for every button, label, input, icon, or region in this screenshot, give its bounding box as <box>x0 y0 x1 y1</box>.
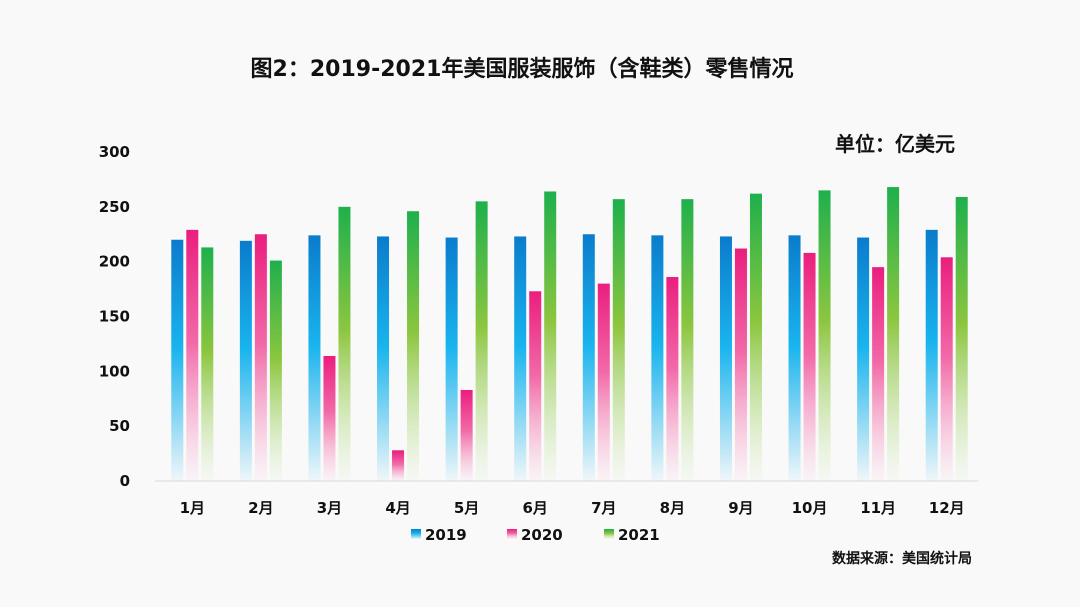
x-tick-label: 6月 <box>522 499 547 517</box>
bar-2020-10 <box>803 252 816 481</box>
y-tick-label: 200 <box>99 253 130 271</box>
y-tick-label: 150 <box>99 308 130 326</box>
y-tick-label: 0 <box>120 472 130 490</box>
legend-label-2021: 2021 <box>618 526 660 544</box>
y-axis: 0 50 100 150 200 250 300 <box>99 143 130 490</box>
x-tick-label: 4月 <box>385 499 410 517</box>
bar-2019-11 <box>857 237 870 481</box>
bar-2019-3 <box>308 235 321 481</box>
bar-2019-8 <box>651 235 664 481</box>
bar-2020-8 <box>666 277 679 481</box>
x-axis: 1月 2月 3月 4月 5月 6月 7月 8月 9月 10月 11月 12月 <box>180 499 965 517</box>
y-tick-label: 300 <box>99 143 130 161</box>
y-tick-label: 250 <box>99 198 130 216</box>
source-note: 数据来源：美国统计局 <box>832 550 972 567</box>
legend-label-2019: 2019 <box>425 526 467 544</box>
x-tick-label: 3月 <box>317 499 342 517</box>
x-tick-label: 1月 <box>180 499 205 517</box>
bar-2019-6 <box>514 236 527 481</box>
bar-2021-9 <box>749 193 762 481</box>
bar-2020-1 <box>186 229 199 481</box>
bar-2020-6 <box>529 291 542 481</box>
bar-2019-1 <box>171 239 184 481</box>
x-tick-label: 7月 <box>591 499 616 517</box>
bar-2019-9 <box>719 236 732 481</box>
bar-2019-12 <box>925 229 938 481</box>
y-tick-label: 50 <box>109 417 130 435</box>
bar-2020-11 <box>872 267 885 481</box>
legend-swatch-2020 <box>507 529 517 539</box>
bar-2021-11 <box>887 187 900 482</box>
bar-2020-9 <box>734 248 747 481</box>
bar-2019-7 <box>582 234 595 481</box>
bar-2020-3 <box>323 355 336 481</box>
bar-2020-12 <box>940 257 953 481</box>
y-tick-label: 100 <box>99 362 130 380</box>
legend: 2019 2020 2021 <box>411 526 660 544</box>
legend-label-2020: 2020 <box>521 526 563 544</box>
bar-2021-1 <box>201 247 214 481</box>
x-tick-label: 9月 <box>728 499 753 517</box>
bar-2021-3 <box>338 206 351 482</box>
x-tick-label: 2月 <box>248 499 273 517</box>
legend-swatch-2021 <box>604 529 614 539</box>
bar-2020-5 <box>460 389 473 481</box>
bar-2020-2 <box>254 234 267 481</box>
x-tick-label: 5月 <box>454 499 479 517</box>
bar-2019-4 <box>377 236 390 481</box>
bar-2021-12 <box>955 196 968 482</box>
bar-2020-7 <box>597 283 610 481</box>
bar-2019-10 <box>788 235 801 481</box>
x-tick-label: 12月 <box>929 499 965 517</box>
bar-2021-2 <box>269 260 282 481</box>
x-tick-label: 10月 <box>792 499 828 517</box>
bar-2020-4 <box>392 450 405 481</box>
bar-2021-4 <box>407 211 420 481</box>
bar-2021-5 <box>475 201 488 481</box>
bar-2019-5 <box>445 237 458 481</box>
legend-swatch-2019 <box>411 529 421 539</box>
bar-2019-2 <box>239 240 252 481</box>
bar-2021-7 <box>612 199 625 481</box>
bar-2021-10 <box>818 190 831 481</box>
x-tick-label: 11月 <box>860 499 896 517</box>
bar-2021-8 <box>681 199 694 481</box>
unit-label: 单位：亿美元 <box>835 132 955 156</box>
chart-title: 图2：2019-2021年美国服装服饰（含鞋类）零售情况 <box>251 56 794 82</box>
bars <box>171 187 968 482</box>
x-tick-label: 8月 <box>660 499 685 517</box>
bar-2021-6 <box>544 191 557 482</box>
